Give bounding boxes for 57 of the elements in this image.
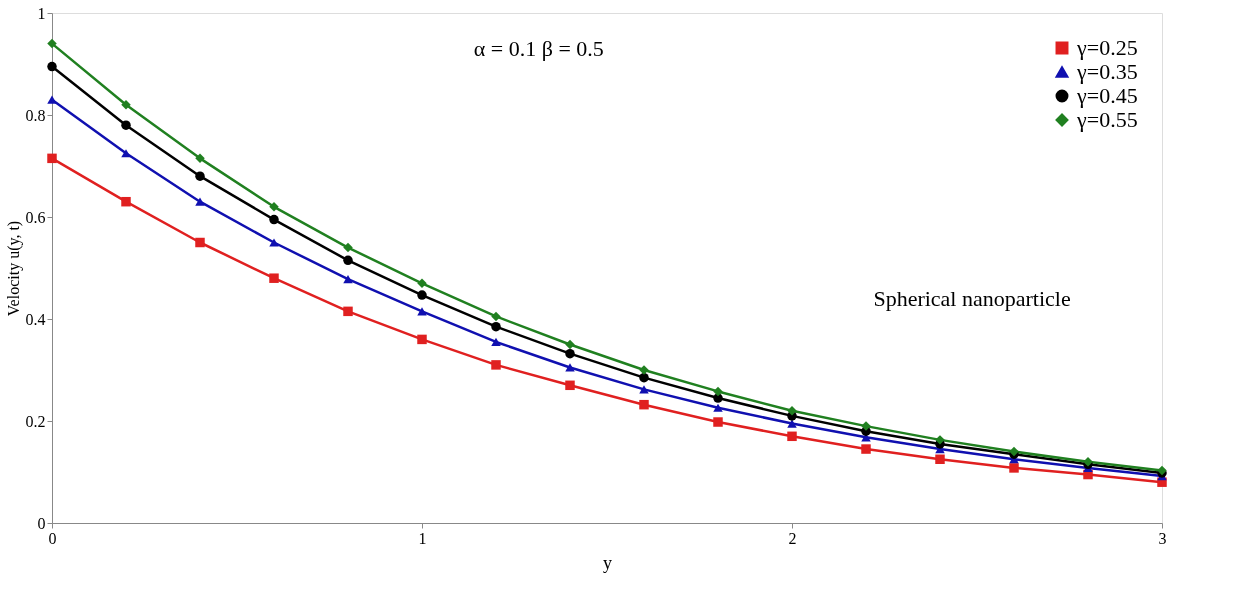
point: [713, 386, 723, 397]
x-axis-title: y: [603, 552, 612, 573]
point: [713, 417, 723, 427]
point: [787, 431, 797, 442]
point: [121, 120, 131, 130]
x-tick-label: 1: [418, 529, 427, 547]
annotation: α = 0.1 β = 0.5: [473, 35, 604, 61]
point: [565, 348, 575, 359]
point: [417, 278, 427, 289]
point: [343, 242, 353, 253]
legend-label: γ=0.35: [1076, 59, 1138, 84]
point: [343, 255, 353, 266]
point: [565, 380, 575, 391]
y-tick-label: 0.4: [25, 310, 46, 328]
point: [269, 238, 279, 247]
y-axis-title: Velocity u(y, t): [4, 220, 23, 317]
point: [713, 403, 723, 412]
point: [935, 454, 945, 464]
point: [491, 311, 501, 322]
point: [639, 399, 649, 410]
point: [491, 337, 501, 347]
point: [195, 153, 205, 164]
point: [417, 290, 427, 300]
point: [195, 237, 205, 248]
point: [47, 38, 57, 49]
point: [417, 334, 427, 345]
legend-label: γ=0.25: [1076, 35, 1138, 60]
point: [861, 444, 871, 454]
x-tick-label: 0: [48, 529, 57, 547]
point: [121, 196, 131, 207]
annotation: Spherical nanoparticle: [873, 285, 1071, 311]
y-tick-label: 0.2: [25, 412, 46, 430]
point: [269, 214, 279, 225]
point: [121, 149, 131, 158]
point: [47, 61, 57, 72]
legend-label: γ=0.55: [1076, 107, 1138, 132]
y-tick-label: 0: [37, 514, 46, 532]
y-tick-label: 0.8: [25, 106, 46, 124]
point: [47, 95, 57, 104]
point: [47, 153, 57, 164]
point: [491, 360, 501, 370]
legend-label: γ=0.45: [1076, 83, 1138, 108]
y-tick-label: 0.6: [25, 208, 46, 226]
point: [565, 339, 575, 350]
point: [269, 273, 279, 283]
point: [491, 321, 501, 332]
x-tick-label: 2: [788, 529, 797, 547]
point: [1009, 463, 1019, 473]
point: [195, 197, 205, 206]
x-tick-label: 3: [1158, 529, 1167, 547]
point: [639, 372, 649, 383]
point: [787, 419, 797, 428]
point: [343, 306, 353, 317]
point: [195, 171, 205, 181]
point: [565, 363, 575, 372]
point: [343, 275, 353, 284]
y-tick-label: 1: [37, 4, 46, 22]
